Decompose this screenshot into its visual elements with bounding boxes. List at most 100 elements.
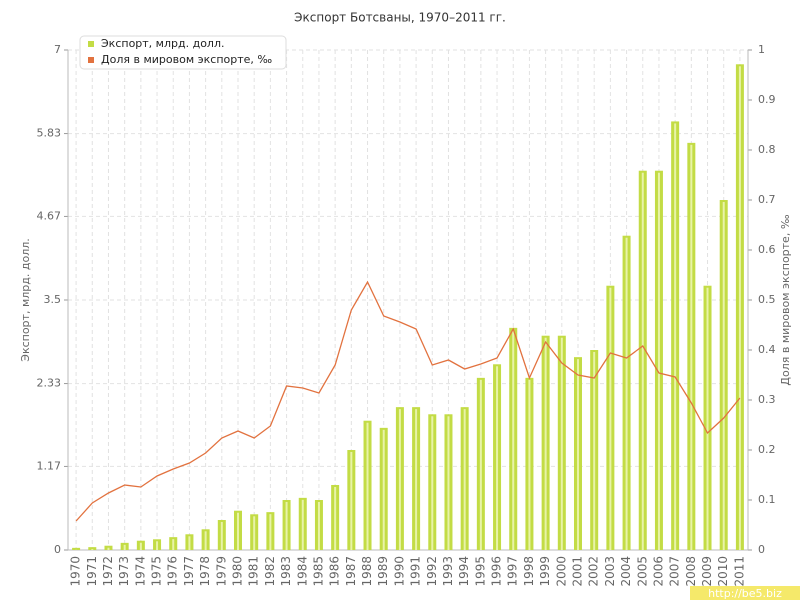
x-tick-label: 2003 — [603, 556, 617, 587]
y-tick-label: 1.17 — [37, 459, 62, 472]
x-tick-label: 1984 — [295, 556, 309, 587]
x-tick-label: 1986 — [328, 556, 342, 587]
legend-label: Доля в мировом экспорте, ‰ — [101, 53, 272, 66]
x-tick-label: 2000 — [554, 556, 568, 587]
y2-axis-label: Доля в мировом экспорте, ‰ — [779, 214, 792, 385]
x-tick-label: 1983 — [279, 556, 293, 587]
y-tick-label: 2.33 — [37, 377, 62, 390]
x-tick-label: 1997 — [506, 556, 520, 587]
bar-highlight — [123, 544, 126, 550]
legend-marker — [88, 41, 94, 47]
bar-highlight — [609, 287, 612, 550]
bar-highlight — [528, 379, 531, 550]
x-tick-label: 1973 — [117, 556, 131, 587]
bar-highlight — [512, 329, 515, 550]
x-tick-label: 1970 — [69, 556, 83, 587]
y2-tick-label: 0.9 — [758, 93, 776, 106]
y-tick-label: 3.5 — [44, 293, 62, 306]
y2-tick-label: 0.4 — [758, 343, 776, 356]
y2-tick-label: 0.6 — [758, 243, 776, 256]
x-tick-label: 1977 — [182, 556, 196, 587]
bar-highlight — [706, 287, 709, 550]
bar-highlight — [317, 502, 320, 550]
bar-highlight — [107, 547, 110, 550]
x-tick-label: 1980 — [231, 556, 245, 587]
x-tick-label: 1982 — [263, 556, 277, 587]
x-tick-label: 1989 — [376, 556, 390, 587]
bar-highlight — [415, 409, 418, 550]
bar-highlight — [463, 409, 466, 550]
line — [75, 280, 741, 522]
y-tick-label: 7 — [54, 43, 61, 56]
x-tick-label: 1994 — [457, 556, 471, 587]
x-tick-label: 2008 — [684, 556, 698, 587]
bar-highlight — [657, 172, 660, 550]
y-tick-label: 4.67 — [37, 209, 62, 222]
bar-highlight — [269, 514, 272, 550]
x-tick-label: 2004 — [619, 556, 633, 587]
x-tick-label: 2001 — [571, 556, 585, 587]
legend-label: Экспорт, млрд. долл. — [101, 37, 224, 50]
bar-highlight — [690, 144, 693, 550]
bar-highlight — [544, 337, 547, 550]
x-tick-label: 1979 — [214, 556, 228, 587]
x-tick-label: 2002 — [587, 556, 601, 587]
bar-highlight — [204, 531, 207, 550]
bar-highlight — [253, 516, 256, 550]
bar-highlight — [496, 366, 499, 550]
bar-highlight — [220, 522, 223, 550]
bar-highlight — [350, 452, 353, 550]
bar-highlight — [285, 502, 288, 550]
x-tick-label: 1987 — [344, 556, 358, 587]
x-tick-label: 1990 — [392, 556, 406, 587]
bar-highlight — [91, 549, 94, 550]
x-tick-label: 2006 — [651, 556, 665, 587]
x-tick-label: 2007 — [668, 556, 682, 587]
bar — [72, 547, 81, 550]
y2-tick-label: 0.2 — [758, 443, 776, 456]
bar — [88, 547, 97, 550]
chart-title: Экспорт Ботсваны, 1970–2011 гг. — [294, 11, 506, 25]
legend-marker — [88, 57, 94, 63]
x-tick-label: 1978 — [198, 556, 212, 587]
x-tick-label: 1981 — [247, 556, 261, 587]
y2-tick-label: 0.7 — [758, 193, 776, 206]
x-tick-label: 1995 — [473, 556, 487, 587]
x-tick-label: 1974 — [133, 556, 147, 587]
y2-tick-label: 1 — [758, 43, 765, 56]
bar-highlight — [366, 422, 369, 550]
y-axis-label: Экспорт, млрд. долл. — [19, 238, 32, 361]
x-tick-label: 2009 — [700, 556, 714, 587]
bar-highlight — [722, 202, 725, 550]
watermark-bg — [690, 586, 800, 600]
y2-tick-label: 0.1 — [758, 493, 776, 506]
bar-highlight — [593, 352, 596, 550]
bar-highlight — [398, 409, 401, 550]
y2-tick-label: 0.5 — [758, 293, 776, 306]
y2-tick-label: 0 — [758, 543, 765, 556]
bar-highlight — [738, 66, 741, 551]
x-tick-label: 1999 — [538, 556, 552, 587]
x-tick-label: 1993 — [441, 556, 455, 587]
x-tick-label: 1998 — [522, 556, 536, 587]
x-tick-label: 1992 — [425, 556, 439, 587]
bar-highlight — [237, 512, 239, 550]
x-tick-label: 2010 — [716, 556, 730, 587]
bar-highlight — [625, 237, 628, 550]
bar-highlight — [577, 359, 579, 550]
bar-highlight — [641, 172, 644, 550]
bar-highlight — [674, 123, 677, 550]
bar-highlight — [447, 416, 450, 550]
bar-highlight — [382, 429, 385, 550]
bar-highlight — [301, 499, 304, 550]
x-tick-label: 1988 — [360, 556, 374, 587]
bar-highlight — [188, 536, 191, 550]
x-tick-label: 1985 — [311, 556, 325, 587]
x-tick-label: 1996 — [490, 556, 504, 587]
legend-box — [79, 35, 287, 70]
y2-tick-label: 0.3 — [758, 393, 776, 406]
y-tick-label: 0 — [54, 543, 61, 556]
y-tick-label: 5.83 — [37, 127, 62, 140]
x-tick-label: 1975 — [150, 556, 164, 587]
